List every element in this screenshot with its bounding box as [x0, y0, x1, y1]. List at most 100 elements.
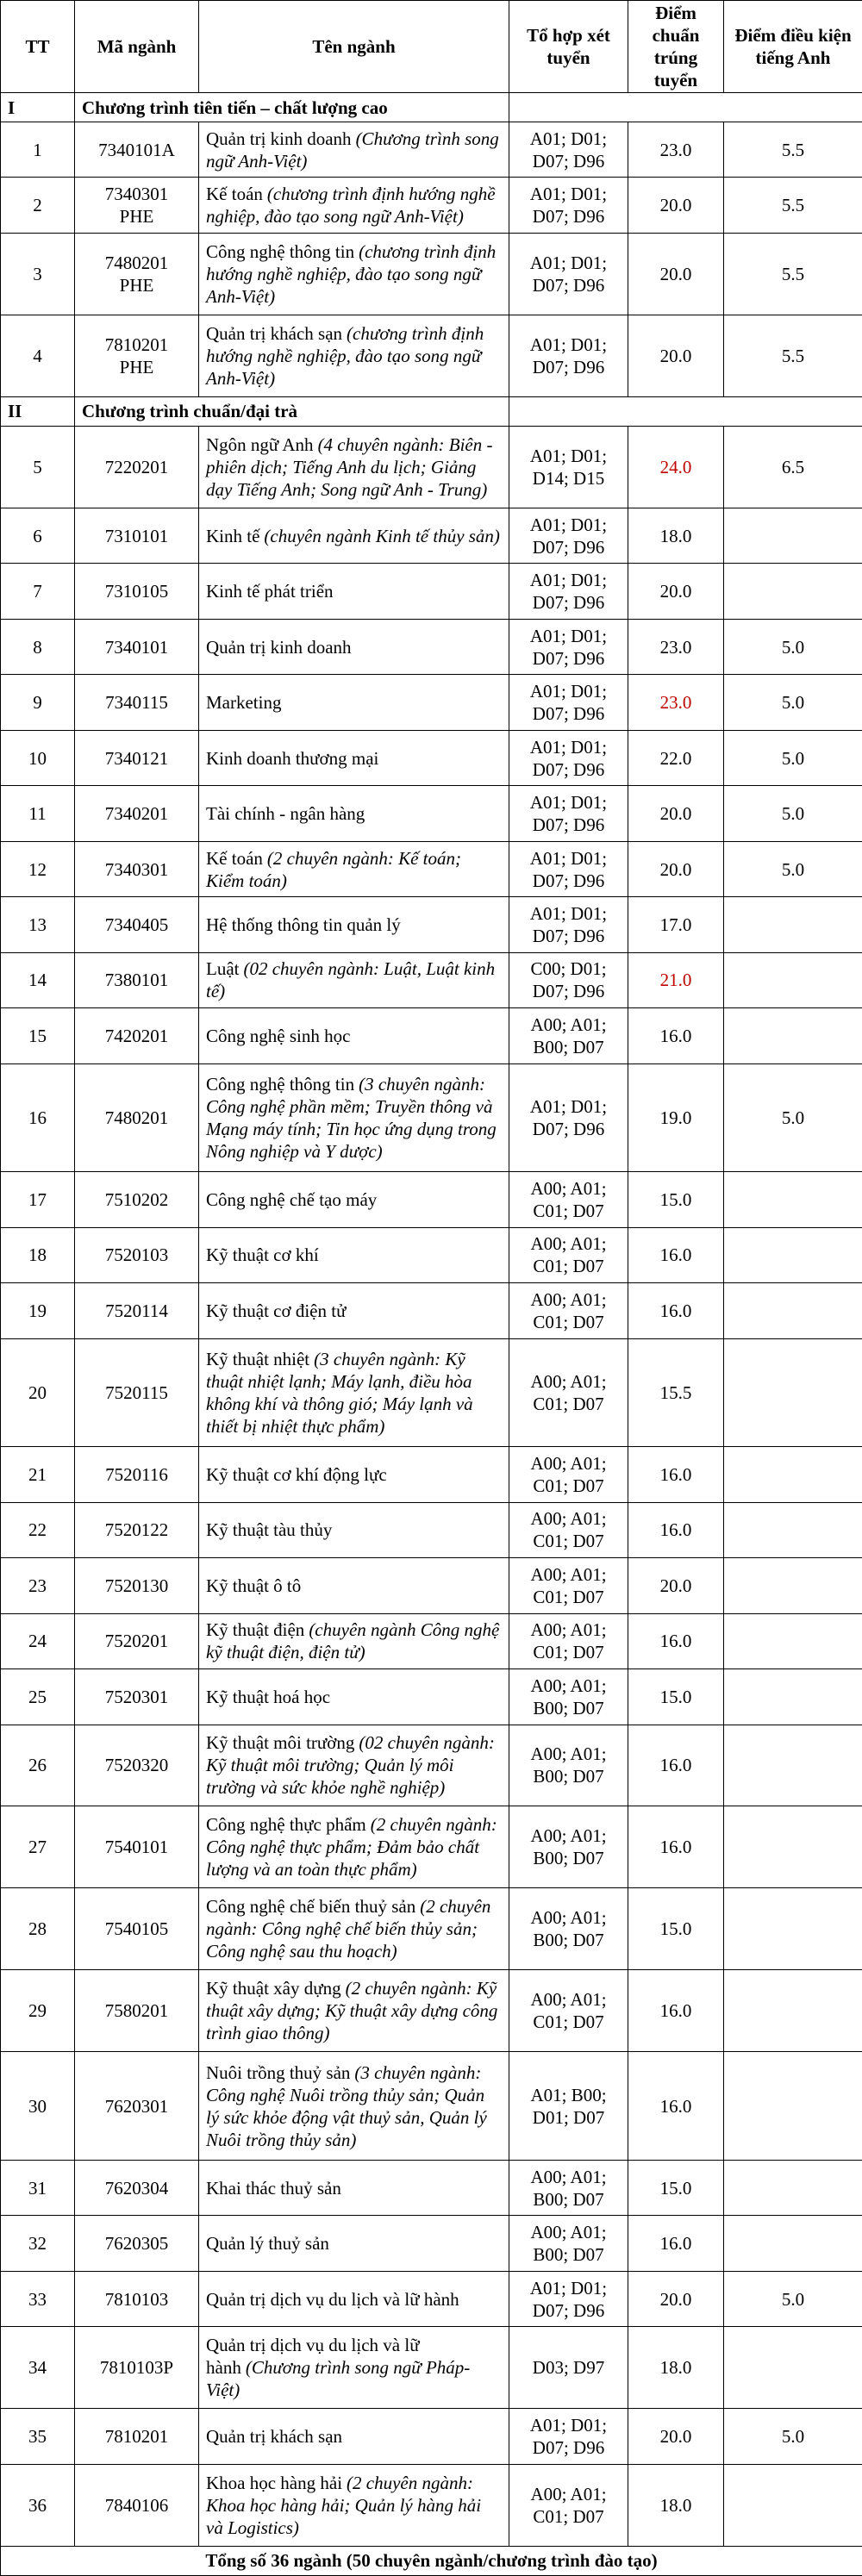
data-row: 32 7620305 Quản lý thuỷ sản A00; A01; B00; … [0, 2215, 862, 2272]
subject-combo: A00; A01; C01; D07 [509, 1557, 628, 1614]
cutoff-score: 16.0 [628, 2215, 724, 2272]
section-row: I Chương trình tiên tiến – chất lượng cao [0, 92, 862, 122]
row-number: 5 [0, 425, 75, 508]
major-detail: (chương trình định hướng nghề nghiệp, đà… [206, 240, 497, 307]
subject-combo: A00; A01; C01; D07 [509, 1446, 628, 1503]
subject-combo: A01; D01; D07; D96 [509, 314, 628, 397]
major-code: 7520122 [74, 1501, 199, 1559]
subject-combo: D03; D97 [509, 2326, 628, 2410]
major-code: 7310101 [74, 507, 199, 564]
major-detail: (2 chuyên ngành: Kỹ thuật xây dựng; Kỹ t… [206, 1978, 498, 2044]
header-cell: Điểm chuẩn trúng tuyển [628, 0, 724, 93]
row-number: 14 [0, 951, 75, 1009]
major-name-cell: Kinh tế (chuyên ngành Kinh tế thủy sản) [198, 507, 509, 564]
cutoff-score: 24.0 [628, 425, 724, 508]
subject-combo: A01; D01; D07; D96 [509, 840, 628, 898]
data-row: 3 7480201 PHE Công nghệ thông tin (chương t… [0, 232, 862, 315]
cutoff-score: 21.0 [628, 951, 724, 1009]
subject-combo: A00; A01; B00; D07 [509, 1668, 628, 1725]
major-detail: (Chương trình song ngữ Pháp-Việt) [206, 2357, 471, 2401]
empty-cell [509, 396, 862, 427]
major-code: 7810201 PHE [74, 314, 199, 397]
subject-combo: C00; D01; D07; D96 [509, 951, 628, 1009]
data-row: 9 7340115 Marketing A01; D01; D07; D96 23.0 5… [0, 674, 862, 731]
major-name-cell: Kỹ thuật điện (chuyên ngành Công nghệ kỹ … [198, 1612, 509, 1670]
cutoff-score: 16.0 [628, 1612, 724, 1670]
major-name-cell: Quản trị dịch vụ du lịch và lữ hành [198, 2270, 509, 2328]
major-name: Công nghệ thực phẩm [206, 1814, 366, 1836]
data-row: 8 7340101 Quản trị kinh doanh A01; D01; D07… [0, 618, 862, 676]
empty-cell [723, 1338, 862, 1448]
major-detail: (Chương trình song ngữ Anh-Việt) [206, 128, 499, 172]
empty-cell [723, 2326, 862, 2410]
empty-cell [723, 1226, 862, 1284]
data-row: 33 7810103 Quản trị dịch vụ du lịch và lữ … [0, 2270, 862, 2328]
data-row: 10 7340121 Kinh doanh thương mại A01; D01; … [0, 729, 862, 787]
row-number: 24 [0, 1612, 75, 1670]
subject-combo: A01; D01; D07; D96 [509, 729, 628, 787]
major-name: Kinh tế phát triển [206, 581, 334, 602]
header-cell: Mã ngành [74, 0, 199, 93]
row-number: 28 [0, 1887, 75, 1971]
empty-cell [723, 951, 862, 1009]
subject-combo: A00; A01; B00; D07 [509, 1007, 628, 1064]
row-number: 18 [0, 1226, 75, 1284]
row-number: 1 [0, 121, 75, 178]
subject-combo: A00; A01; B00; D07 [509, 1806, 628, 1889]
subject-combo: A01; D01; D07; D96 [509, 177, 628, 234]
major-code: 7520201 [74, 1612, 199, 1670]
english-score: 5.5 [723, 177, 862, 234]
major-name-cell: Kế toán (chương trình định hướng nghề ngh… [198, 177, 509, 234]
cutoff-score: 17.0 [628, 896, 724, 953]
major-detail: (2 chuyên ngành: Kế toán; Kiểm toán) [206, 847, 462, 891]
major-code: 7520114 [74, 1282, 199, 1339]
cutoff-score: 16.0 [628, 1806, 724, 1889]
data-row: 36 7840106 Khoa học hàng hải (2 chuyên ngàn… [0, 2463, 862, 2547]
major-name-cell: Kinh tế phát triển [198, 563, 509, 620]
section-title: Chương trình chuẩn/đại trà [74, 396, 509, 427]
english-score: 5.0 [723, 2270, 862, 2328]
major-code: 7520116 [74, 1446, 199, 1503]
row-number: 13 [0, 896, 75, 953]
empty-cell [723, 1612, 862, 1670]
cutoff-score: 20.0 [628, 840, 724, 898]
cutoff-score: 15.0 [628, 2159, 724, 2217]
row-number: 12 [0, 840, 75, 898]
row-number: 22 [0, 1501, 75, 1559]
empty-cell [723, 1501, 862, 1559]
major-name-cell: Kỹ thuật tàu thủy [198, 1501, 509, 1559]
major-name-cell: Kỹ thuật xây dựng (2 chuyên ngành: Kỹ thu… [198, 1969, 509, 2053]
major-code: 7420201 [74, 1007, 199, 1064]
empty-cell [723, 1887, 862, 1971]
subject-combo: A01; D01; D07; D96 [509, 896, 628, 953]
major-name: Công nghệ chế tạo máy [206, 1188, 378, 1210]
major-code: 7840106 [74, 2463, 199, 2547]
cutoff-score: 23.0 [628, 121, 724, 178]
major-name: Tài chính - ngân hàng [206, 803, 365, 825]
major-code: 7340405 [74, 896, 199, 953]
subject-combo: A00; A01; B00; D07 [509, 2159, 628, 2217]
empty-cell [723, 1557, 862, 1614]
cutoff-score: 20.0 [628, 314, 724, 397]
data-row: 29 7580201 Kỹ thuật xây dựng (2 chuyên ngàn… [0, 1969, 862, 2053]
row-number: 9 [0, 674, 75, 731]
major-name-cell: Marketing [198, 674, 509, 731]
cutoff-score: 15.0 [628, 1887, 724, 1971]
data-row: 19 7520114 Kỹ thuật cơ điện tử A00; A01; C0… [0, 1282, 862, 1339]
major-name: Luật [206, 958, 240, 980]
row-number: 33 [0, 2270, 75, 2328]
data-row: 12 7340301 Kế toán (2 chuyên ngành: Kế toán… [0, 840, 862, 898]
subject-combo: A00; A01; C01; D07 [509, 1282, 628, 1339]
row-number: 34 [0, 2326, 75, 2410]
major-detail: (4 chuyên ngành: Biên - phiên dịch; Tiến… [206, 433, 493, 500]
data-row: 15 7420201 Công nghệ sinh học A00; A01; B00… [0, 1007, 862, 1064]
major-name: Kinh tế [206, 525, 260, 546]
subject-combo: A00; A01; B00; D07 [509, 1887, 628, 1971]
major-name: Khoa học hàng hải [206, 2472, 343, 2493]
major-name-cell: Quản trị khách sạn [198, 2408, 509, 2465]
major-code: 7340121 [74, 729, 199, 787]
header-row: TT Mã ngành Tên ngành Tổ hợp xét tuyển Điểm … [0, 0, 862, 93]
cutoff-score: 18.0 [628, 2326, 724, 2410]
major-code: 7220201 [74, 425, 199, 508]
major-name-cell: Kỹ thuật ô tô [198, 1557, 509, 1614]
